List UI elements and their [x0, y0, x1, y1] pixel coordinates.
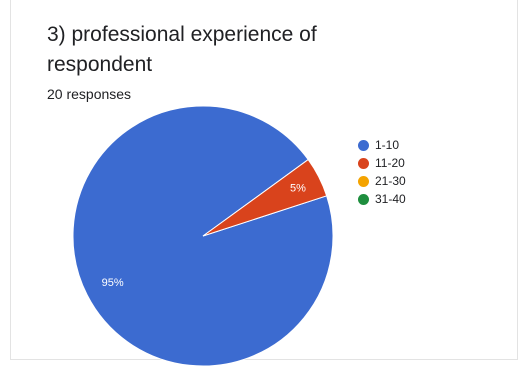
legend-swatch-21-30	[358, 175, 369, 187]
legend-item-11-20[interactable]: 11-20	[358, 154, 406, 172]
response-count: 20 responses	[47, 86, 132, 102]
legend-swatch-1-10	[358, 139, 369, 151]
legend-item-31-40[interactable]: 31-40	[358, 190, 406, 208]
pie-slice-11-20[interactable]	[202, 158, 328, 237]
question-title: 3) professional experience of respondent	[47, 23, 317, 76]
legend-label-31-40: 31-40	[375, 192, 406, 206]
legend-swatch-31-40	[358, 193, 369, 205]
pie-label-11-20: 5%	[290, 183, 306, 195]
legend-item-21-30[interactable]: 21-30	[358, 172, 406, 190]
legend-swatch-11-20	[358, 157, 369, 169]
legend-label-21-30: 21-30	[375, 174, 406, 188]
legend-item-1-10[interactable]: 1-10	[358, 136, 406, 154]
legend-label-11-20: 11-20	[375, 156, 405, 170]
legend-label-1-10: 1-10	[375, 138, 400, 152]
pie-label-1-10: 95%	[102, 277, 124, 289]
chart-legend: 1-10 11-20 21-30 31-40	[358, 136, 406, 208]
